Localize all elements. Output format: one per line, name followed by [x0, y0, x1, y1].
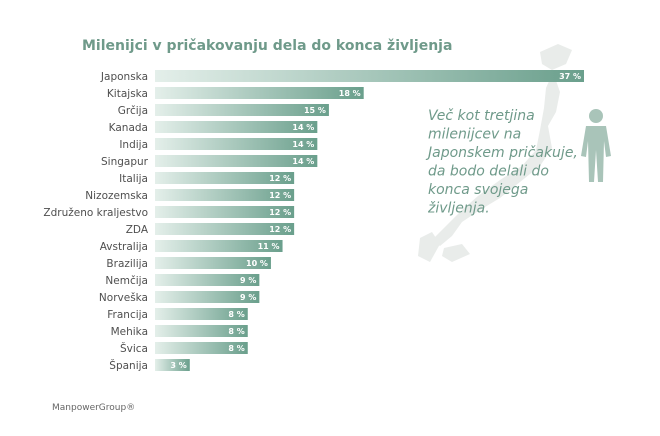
bar-value-label: 9 % [240, 276, 256, 285]
bar-value-label: 8 % [228, 344, 244, 353]
bar [155, 308, 248, 320]
bar-value-label: 9 % [240, 293, 256, 302]
callout-line: življenja. [427, 201, 490, 217]
bar-value-label: 14 % [292, 123, 314, 132]
bar-value-label: 12 % [269, 174, 291, 183]
category-label: Norveška [99, 292, 148, 304]
category-label: Brazilija [106, 258, 148, 270]
bar-group: Japonska 37 % Kitajska 18 % Grčija 15 % Kanada… [43, 70, 584, 372]
category-label: Grčija [118, 105, 148, 117]
callout-line: Japonskem pričakuje, [425, 145, 578, 161]
callout-line: milenijcev na [428, 127, 521, 143]
bar [155, 155, 318, 167]
chart-title: Milenijci v pričakovanju dela do konca ž… [82, 38, 452, 54]
callout-text: Več kot tretjina milenijcev na Japonskem p… [425, 108, 578, 217]
bar-value-label: 15 % [304, 106, 326, 115]
bar [155, 138, 318, 150]
bar [155, 104, 329, 116]
category-label: Singapur [101, 156, 149, 168]
bar-value-label: 14 % [292, 157, 314, 166]
bar-value-label: 18 % [339, 89, 361, 98]
category-label: Kanada [109, 122, 148, 134]
category-label: Avstralija [100, 241, 148, 253]
category-label: Kitajska [107, 88, 148, 100]
category-label: Nemčija [105, 275, 148, 287]
bar [155, 359, 190, 371]
footer-source: ManpowerGroup® [52, 403, 135, 413]
bar [155, 325, 248, 337]
category-label: Japonska [100, 71, 148, 83]
category-label: Francija [107, 309, 148, 321]
bar-value-label: 12 % [269, 191, 291, 200]
bar [155, 70, 584, 82]
callout-line: da bodo delali do [428, 164, 549, 180]
bar [155, 274, 260, 286]
bar [155, 240, 283, 252]
callout-line: Več kot tretjina [428, 108, 535, 124]
category-label: Mehika [111, 326, 148, 338]
bar-value-label: 14 % [292, 140, 314, 149]
bar-value-label: 12 % [269, 225, 291, 234]
bar [155, 189, 295, 201]
category-label: Združeno kraljestvo [43, 207, 148, 219]
category-label: Švica [120, 342, 148, 355]
bar-value-label: 12 % [269, 208, 291, 217]
category-label: ZDA [126, 224, 149, 236]
bar [155, 206, 295, 218]
bar [155, 172, 295, 184]
bar [155, 87, 364, 99]
category-label: Španija [109, 359, 148, 372]
bar-value-label: 37 % [559, 72, 581, 81]
category-label: Indija [119, 139, 148, 151]
bar [155, 342, 248, 354]
bar [155, 257, 271, 269]
category-label: Italija [119, 173, 148, 185]
callout-line: konca svojega [428, 182, 528, 198]
bar [155, 121, 318, 133]
bar [155, 291, 260, 303]
japan-map-icon [418, 44, 572, 262]
bar-value-label: 11 % [258, 242, 280, 251]
category-label: Nizozemska [85, 190, 148, 202]
person-silhouette-icon [581, 109, 611, 182]
bar [155, 223, 295, 235]
bar-value-label: 10 % [246, 259, 268, 268]
bar-value-label: 8 % [228, 327, 244, 336]
bar-value-label: 3 % [170, 361, 186, 370]
bar-value-label: 8 % [228, 310, 244, 319]
